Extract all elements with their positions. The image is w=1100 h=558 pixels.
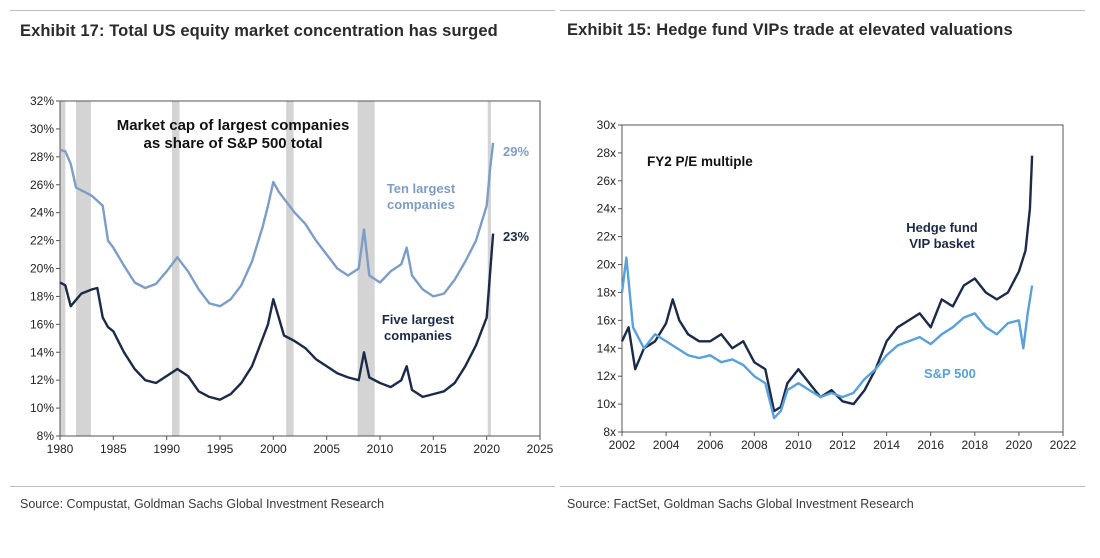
y-tick-label: 28x: [597, 146, 616, 160]
series-line-2: [620, 256, 1034, 420]
y-tick-label: 28%: [30, 150, 54, 164]
x-tick-label: 1985: [100, 442, 127, 456]
recession-band: [76, 101, 91, 436]
plot-frame: [621, 124, 1064, 433]
x-tick-label: 2016: [917, 438, 944, 452]
series-label-2: Five largest companies: [382, 312, 455, 343]
y-tick-label: 18%: [30, 289, 54, 303]
y-tick-label: 16x: [597, 313, 616, 327]
x-tick-label: 2020: [473, 442, 500, 456]
chart-annotation: FY2 P/E multiple: [647, 154, 753, 169]
x-tick-label: 2004: [653, 438, 680, 452]
x-tick-label: 2020: [1006, 438, 1033, 452]
x-tick-label: 2018: [961, 438, 988, 452]
top-divider: [560, 10, 1085, 11]
exhibit-17-panel: Exhibit 17: Total US equity market conce…: [10, 10, 555, 511]
series-label-2: S&P 500: [924, 366, 976, 381]
y-tick-label: 14x: [597, 341, 616, 355]
series-line-2: [59, 233, 495, 401]
exhibit-15-source: Source: FactSet, Goldman Sachs Global In…: [567, 497, 914, 511]
y-tick-label: 10%: [30, 401, 54, 415]
chart-annotation: Market cap of largest companies as share …: [117, 117, 350, 152]
y-tick-label: 24%: [30, 206, 54, 220]
series-end-label-1: 29%: [503, 144, 529, 159]
x-tick-label: 2008: [741, 438, 768, 452]
exhibit-17-title: Exhibit 17: Total US equity market conce…: [20, 22, 498, 40]
y-tick-label: 16%: [30, 317, 54, 331]
x-tick-label: 2025: [527, 442, 554, 456]
y-tick-label: 18x: [597, 285, 616, 299]
y-tick-label: 30%: [30, 122, 54, 136]
recession-band: [172, 101, 180, 436]
x-tick-label: 2014: [873, 438, 900, 452]
source-divider: [10, 486, 555, 487]
x-tick-label: 1980: [47, 442, 74, 456]
y-tick-label: 22%: [30, 234, 54, 248]
source-divider: [560, 486, 1085, 487]
exhibit-15-chart: 8x 10x 12x 14x 16x 18x 20x 22x 24x 26x 28x 30x 2002 2…: [597, 118, 1077, 452]
x-tick-label: 2012: [829, 438, 856, 452]
series-label-1: Hedge fund VIP basket: [906, 220, 978, 251]
exhibit-15-title: Exhibit 15: Hedge fund VIPs trade at ele…: [567, 21, 1013, 39]
exhibit-17-chart: 8% 10% 12% 14% 16% 18% 20% 22% 24% 26% 28% 30% 32% 19…: [30, 94, 554, 456]
y-tick-label: 8%: [37, 429, 55, 443]
y-tick-label: 10x: [597, 397, 616, 411]
x-tick-label: 2010: [367, 442, 394, 456]
x-tick-label: 2005: [313, 442, 340, 456]
x-tick-label: 2010: [785, 438, 812, 452]
x-tick-label: 2015: [420, 442, 447, 456]
y-tick-label: 14%: [30, 345, 54, 359]
y-tick-label: 12x: [597, 369, 616, 383]
y-tick-label: 26%: [30, 178, 54, 192]
y-tick-label: 20x: [597, 258, 616, 272]
y-tick-label: 20%: [30, 262, 54, 276]
x-tick-label: 1995: [207, 442, 234, 456]
series-line-1: [59, 142, 495, 308]
x-tick-label: 2006: [697, 438, 724, 452]
y-tick-label: 32%: [30, 94, 54, 108]
series-label-1: Ten largest companies: [387, 181, 456, 212]
recession-band: [357, 101, 375, 436]
y-tick-label: 22x: [597, 230, 616, 244]
x-tick-label: 2000: [260, 442, 287, 456]
y-tick-label: 30x: [597, 118, 616, 132]
recession-band: [60, 101, 66, 436]
top-divider: [10, 10, 555, 11]
x-tick-label: 1990: [153, 442, 180, 456]
x-tick-label: 2002: [609, 438, 636, 452]
recession-band: [286, 101, 294, 436]
y-tick-label: 8x: [603, 425, 616, 439]
exhibit-17-source: Source: Compustat, Goldman Sachs Global …: [20, 497, 385, 511]
y-tick-label: 26x: [597, 174, 616, 188]
y-tick-label: 12%: [30, 373, 54, 387]
y-tick-label: 24x: [597, 202, 616, 216]
exhibit-15-panel: Exhibit 15: Hedge fund VIPs trade at ele…: [560, 0, 1100, 558]
series-end-label-2: 23%: [503, 229, 529, 244]
x-tick-label: 2022: [1050, 438, 1077, 452]
